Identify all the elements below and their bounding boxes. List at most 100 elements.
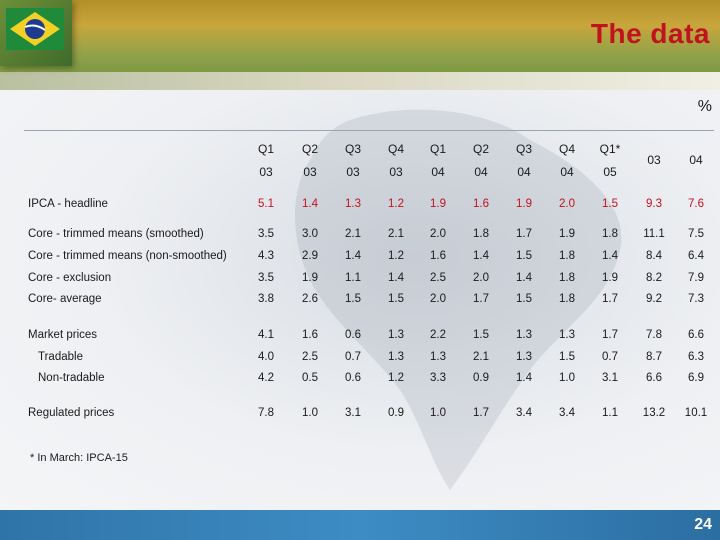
table-cell: 10.1 [684,407,708,419]
table-cell: 1.5 [516,293,532,305]
column-header: Q3 [344,142,361,156]
table-cell: 4.1 [258,329,274,341]
column-header-year: 03 [389,165,403,179]
table-cell: 1.4 [302,198,318,210]
table-cell: 2.1 [388,228,404,240]
row-label: Core - trimmed means (smoothed) [28,228,204,240]
table-cell: 1.8 [559,250,575,262]
unit-label: % [697,98,712,115]
table-cell: 2.1 [345,228,361,240]
table-cell: 1.5 [473,329,489,341]
table-cell: 4.3 [258,250,274,262]
brazil-flag-icon [0,0,72,66]
table-cell: 2.9 [302,250,318,262]
column-header-year: 03 [303,165,317,179]
row-label: IPCA - headline [28,198,108,210]
table-cell: 1.6 [473,198,489,210]
table-cell: 0.9 [473,372,489,384]
table-cell: 1.6 [302,329,318,341]
table-cell: 1.8 [559,293,575,305]
column-header-year: 04 [560,165,574,179]
table-cell: 1.3 [430,351,446,363]
table-cell: 7.3 [688,293,704,305]
table-cell: 0.9 [388,407,404,419]
table-cell: 6.6 [646,372,662,384]
table-cell: 1.6 [430,250,446,262]
table-cell: 11.1 [643,228,665,240]
table-cell: 8.2 [646,272,662,284]
table-cell: 1.2 [388,198,404,210]
table-cell: 3.1 [602,372,618,384]
column-header-year: 04 [517,165,531,179]
table-cell: 1.7 [473,293,489,305]
table-cell: 1.4 [345,250,361,262]
table-cell: 4.2 [258,372,274,384]
table-cell: 1.7 [473,407,489,419]
table-cell: 5.1 [258,198,274,210]
table-cell: 1.2 [388,250,404,262]
table-cell: 1.4 [516,272,532,284]
table-cell: 1.3 [516,329,532,341]
table-cell: 1.5 [345,293,361,305]
table-cell: 1.0 [559,372,575,384]
footnote: * In March: IPCA-15 [30,452,128,464]
table-cell: 1.7 [516,228,532,240]
row-label: Core- average [28,293,102,305]
content-panel [0,90,720,510]
table-cell: 1.3 [388,351,404,363]
column-header: Q4 [558,142,575,156]
column-header-year: 03 [346,165,360,179]
table-cell: 0.7 [345,351,361,363]
table-cell: 2.0 [430,228,446,240]
table-cell: 1.5 [388,293,404,305]
column-header-year: 05 [603,165,617,179]
table-cell: 9.2 [646,293,662,305]
table-cell: 1.1 [345,272,361,284]
table-cell: 8.7 [646,351,662,363]
table-cell: 3.0 [302,228,318,240]
table-cell: 1.5 [559,351,575,363]
table-cell: 1.3 [388,329,404,341]
row-label: Core - exclusion [28,272,112,284]
table-cell: 0.6 [345,329,361,341]
table-cell: 1.7 [602,293,618,305]
page-title: The data [590,18,710,49]
table-top-rule [24,130,714,131]
page-number: 24 [694,516,712,533]
row-label: Core - trimmed means (non-smoothed) [28,250,227,262]
header-band [0,72,720,90]
table-cell: 7.9 [688,272,704,284]
table-cell: 1.4 [388,272,404,284]
table-cell: 8.4 [646,250,662,262]
table-cell: 2.2 [430,329,446,341]
table-cell: 2.0 [430,293,446,305]
column-header: 04 [689,153,703,167]
table-cell: 6.3 [688,351,704,363]
column-header-year: 03 [259,165,273,179]
table-cell: 0.7 [602,351,618,363]
table-cell: 1.9 [602,272,618,284]
table-cell: 1.4 [602,250,618,262]
table-cell: 0.6 [345,372,361,384]
table-cell: 1.4 [516,372,532,384]
table-cell: 9.3 [646,198,662,210]
table-cell: 1.3 [345,198,361,210]
footer-bar [0,510,720,540]
table-cell: 7.6 [688,198,704,210]
row-label: Tradable [38,351,83,363]
table-cell: 1.9 [302,272,318,284]
table-cell: 3.4 [559,407,575,419]
table-cell: 1.8 [602,228,618,240]
table-cell: 3.5 [258,272,274,284]
table-cell: 3.1 [345,407,361,419]
table-cell: 2.0 [559,198,575,210]
column-header: Q3 [515,142,532,156]
table-cell: 1.2 [388,372,404,384]
table-cell: 2.0 [473,272,489,284]
column-header: Q2 [301,142,318,156]
column-header-year: 04 [474,165,488,179]
table-cell: 1.9 [516,198,532,210]
column-header: Q2 [472,142,489,156]
column-header-year: 04 [431,165,445,179]
table-cell: 2.5 [302,351,318,363]
